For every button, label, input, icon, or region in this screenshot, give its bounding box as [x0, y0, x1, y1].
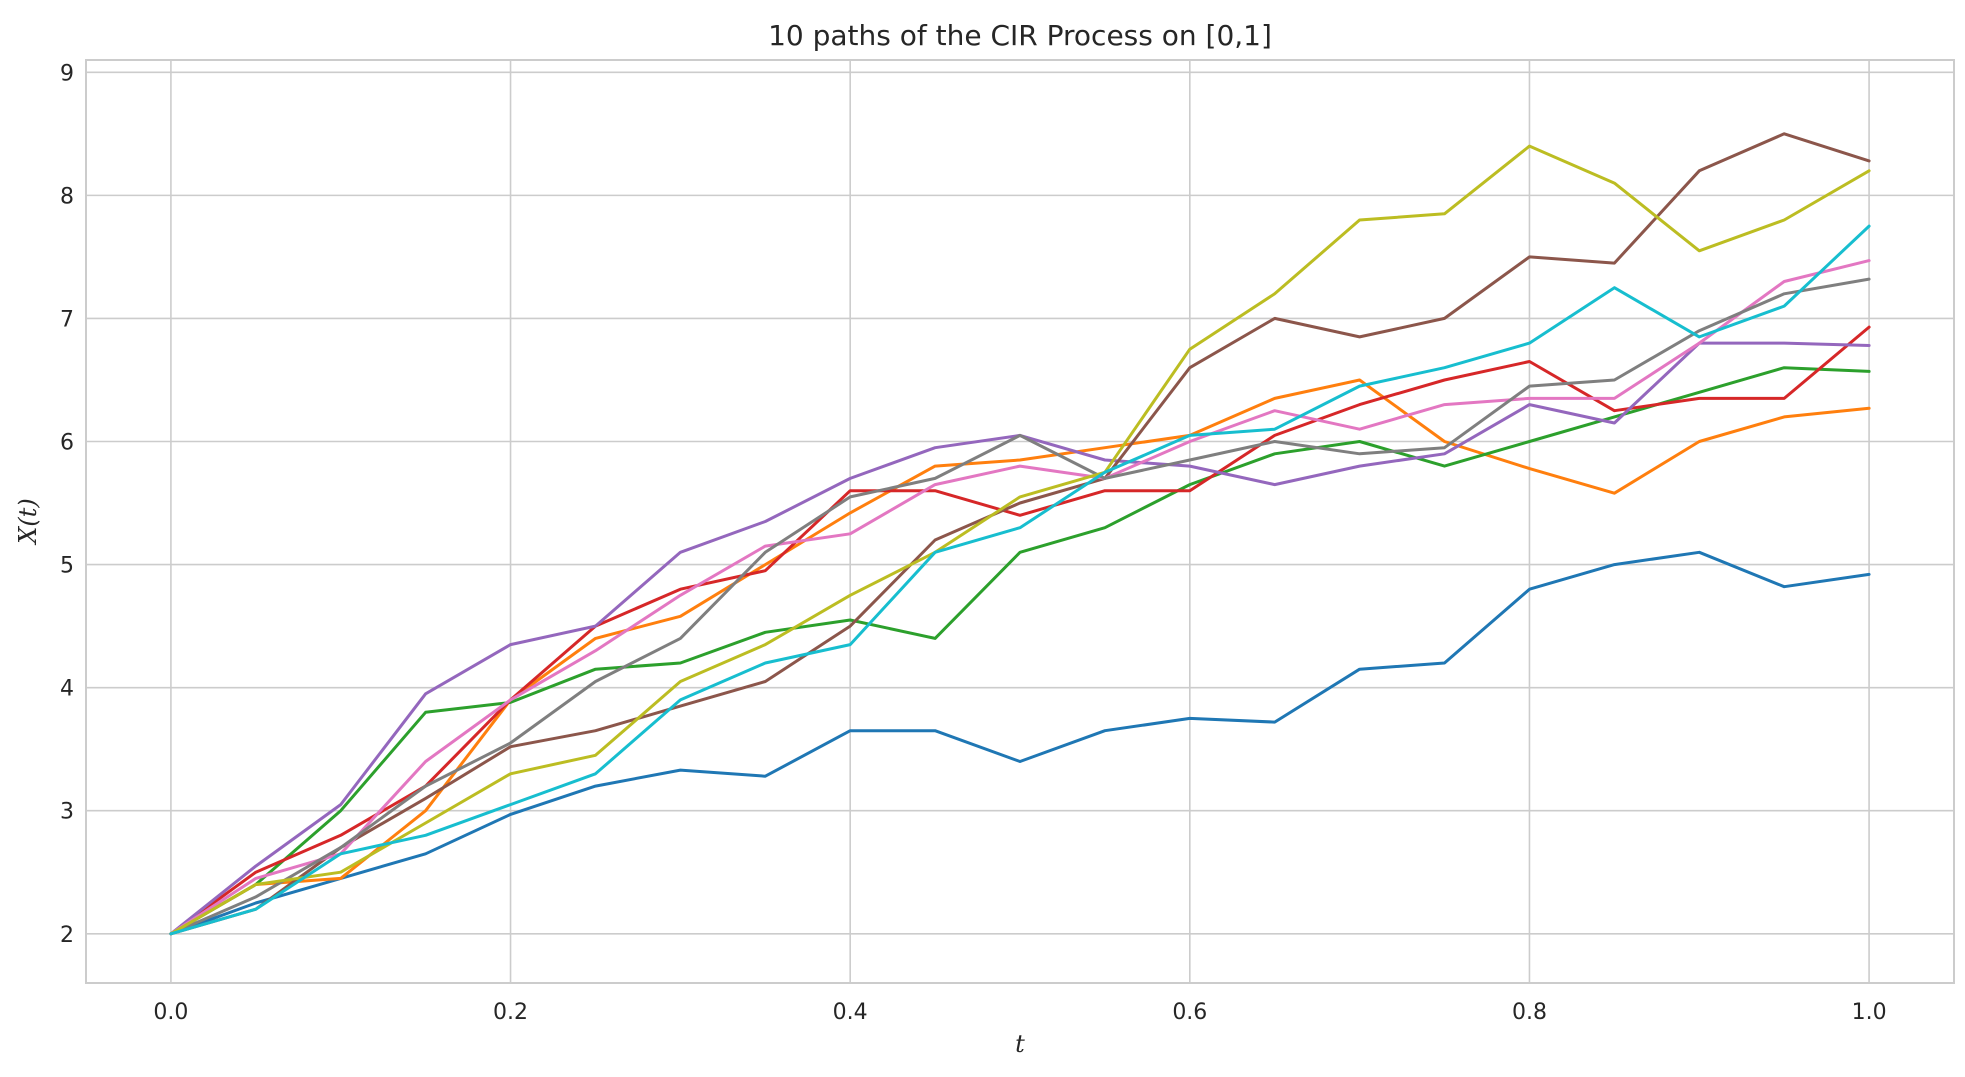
path-line-1	[169, 550, 1871, 936]
grid	[86, 60, 1954, 983]
series-lines	[169, 132, 1871, 936]
x-tick-label: 0.4	[833, 1000, 868, 1025]
path-line-4	[169, 325, 1871, 936]
path-line-10	[169, 224, 1871, 936]
plot-frame	[85, 59, 1955, 984]
y-tick-label: 5	[60, 554, 74, 579]
y-tick-label: 4	[60, 677, 74, 702]
path-line-8	[169, 277, 1871, 936]
y-tick-label: 6	[60, 431, 74, 456]
x-tick-label: 1.0	[1852, 1000, 1887, 1025]
y-tick-label: 3	[60, 800, 74, 825]
y-axis-label: X(t)	[14, 498, 42, 545]
x-axis-label: t	[1015, 1030, 1025, 1058]
tick-labels: 0.0 0.2 0.4 0.6 0.8 1.0 2 3 4 5 6 7 8 9	[60, 61, 1887, 1025]
y-tick-label: 7	[60, 307, 74, 332]
path-line-9	[169, 144, 1871, 936]
path-line-3	[169, 366, 1871, 936]
y-tick-label: 9	[60, 61, 74, 86]
y-tick-label: 2	[60, 923, 74, 948]
chart-title: 10 paths of the CIR Process on [0,1]	[768, 19, 1272, 52]
x-tick-label: 0.2	[493, 1000, 528, 1025]
x-tick-label: 0.0	[153, 1000, 188, 1025]
y-tick-label: 8	[60, 184, 74, 209]
path-line-7	[169, 259, 1871, 936]
path-line-2	[169, 378, 1871, 936]
x-tick-label: 0.6	[1172, 1000, 1207, 1025]
x-tick-label: 0.8	[1512, 1000, 1547, 1025]
path-line-6	[169, 132, 1871, 936]
